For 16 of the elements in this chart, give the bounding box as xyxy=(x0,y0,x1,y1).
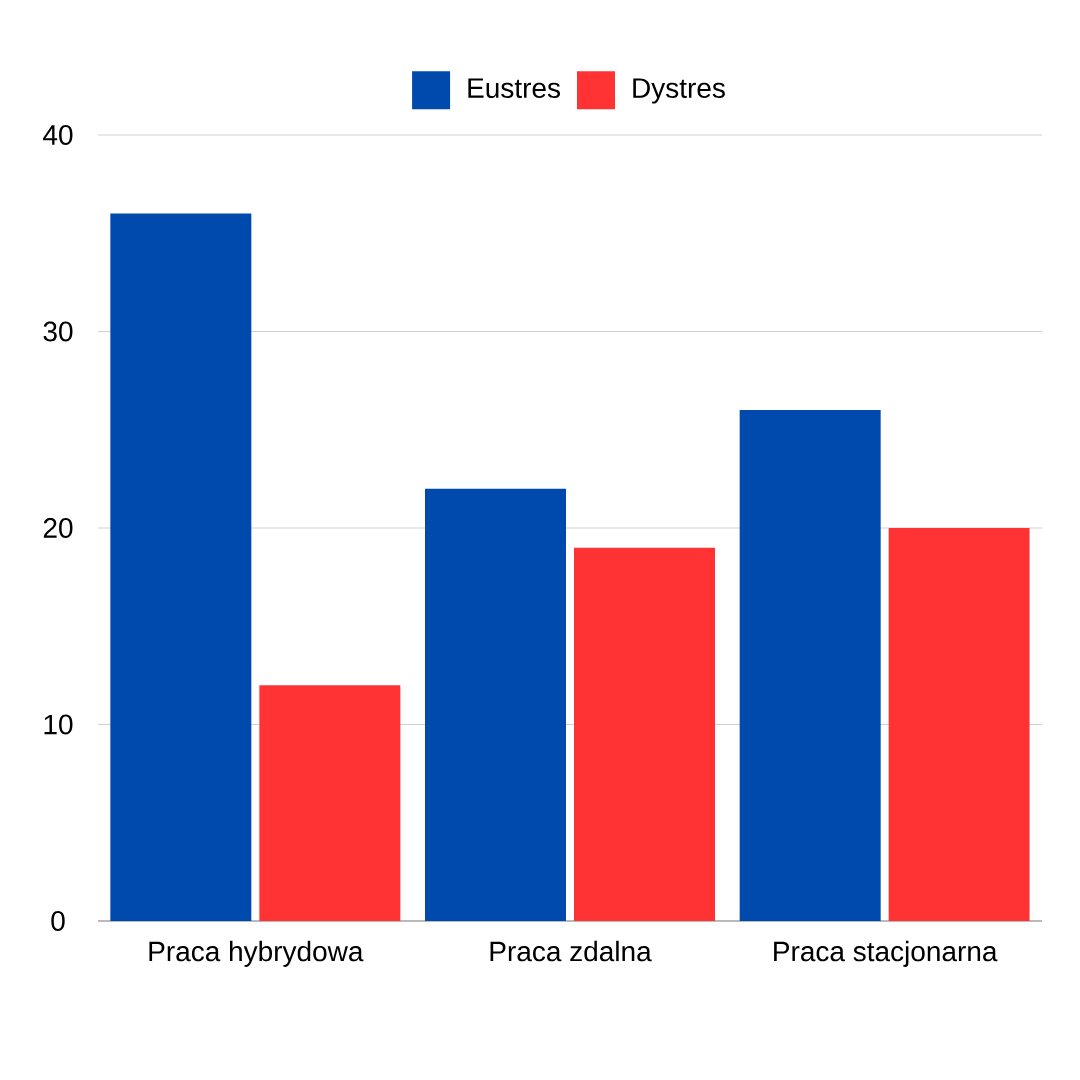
bar xyxy=(739,410,881,921)
y-tick-label: 20 xyxy=(43,518,73,538)
y-tick-label: 0 xyxy=(51,911,65,931)
bar xyxy=(574,547,715,921)
legend-label: Eustres xyxy=(468,78,560,99)
bar xyxy=(425,488,566,921)
bar xyxy=(110,213,252,921)
x-tick-label: Praca zdalna xyxy=(490,940,652,962)
x-tick-label: Praca stacjonarna xyxy=(774,940,998,967)
legend-label: Dystres xyxy=(633,78,725,104)
y-tick-label: 10 xyxy=(44,714,73,735)
y-tick-label: 30 xyxy=(43,321,73,342)
bar xyxy=(888,528,1030,921)
x-tick-label: Praca hybrydowa xyxy=(149,940,364,967)
y-tick-label: 40 xyxy=(43,125,73,145)
bar xyxy=(259,685,401,921)
